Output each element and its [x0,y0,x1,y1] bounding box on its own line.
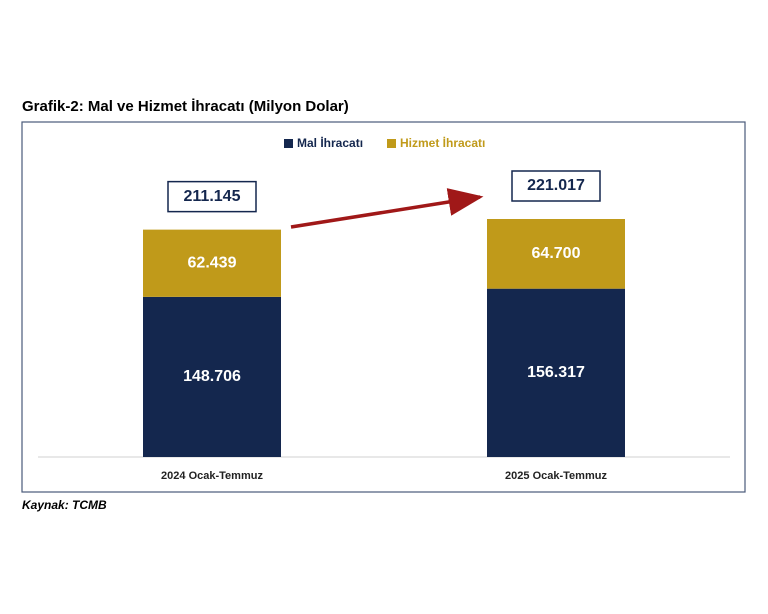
data-label: 62.439 [188,254,237,271]
total-label: 211.145 [184,188,241,205]
bar-segment [487,219,625,289]
legend-label: Mal İhracatı [297,135,363,150]
data-label: 148.706 [183,368,241,385]
bar-segment [487,288,625,457]
plot-frame [21,121,746,493]
total-box [511,170,601,202]
growth-arrow [290,188,484,229]
x-tick-label: 2025 Ocak-Temmuz [505,470,607,482]
total-label: 221.017 [527,177,585,194]
chart-title: Grafik-2: Mal ve Hizmet İhracatı (Milyon… [22,98,349,115]
data-label: 156.317 [527,364,585,381]
legend-swatch [284,139,293,148]
source-note: Kaynak: TCMB [22,498,107,512]
bar-segment [143,229,281,297]
total-box [167,180,257,213]
bar-segment [143,296,281,457]
data-label: 64.700 [532,245,581,262]
legend-label: Hizmet İhracatı [400,135,485,150]
x-tick-label: 2024 Ocak-Temmuz [161,470,263,482]
legend-swatch [387,139,396,148]
